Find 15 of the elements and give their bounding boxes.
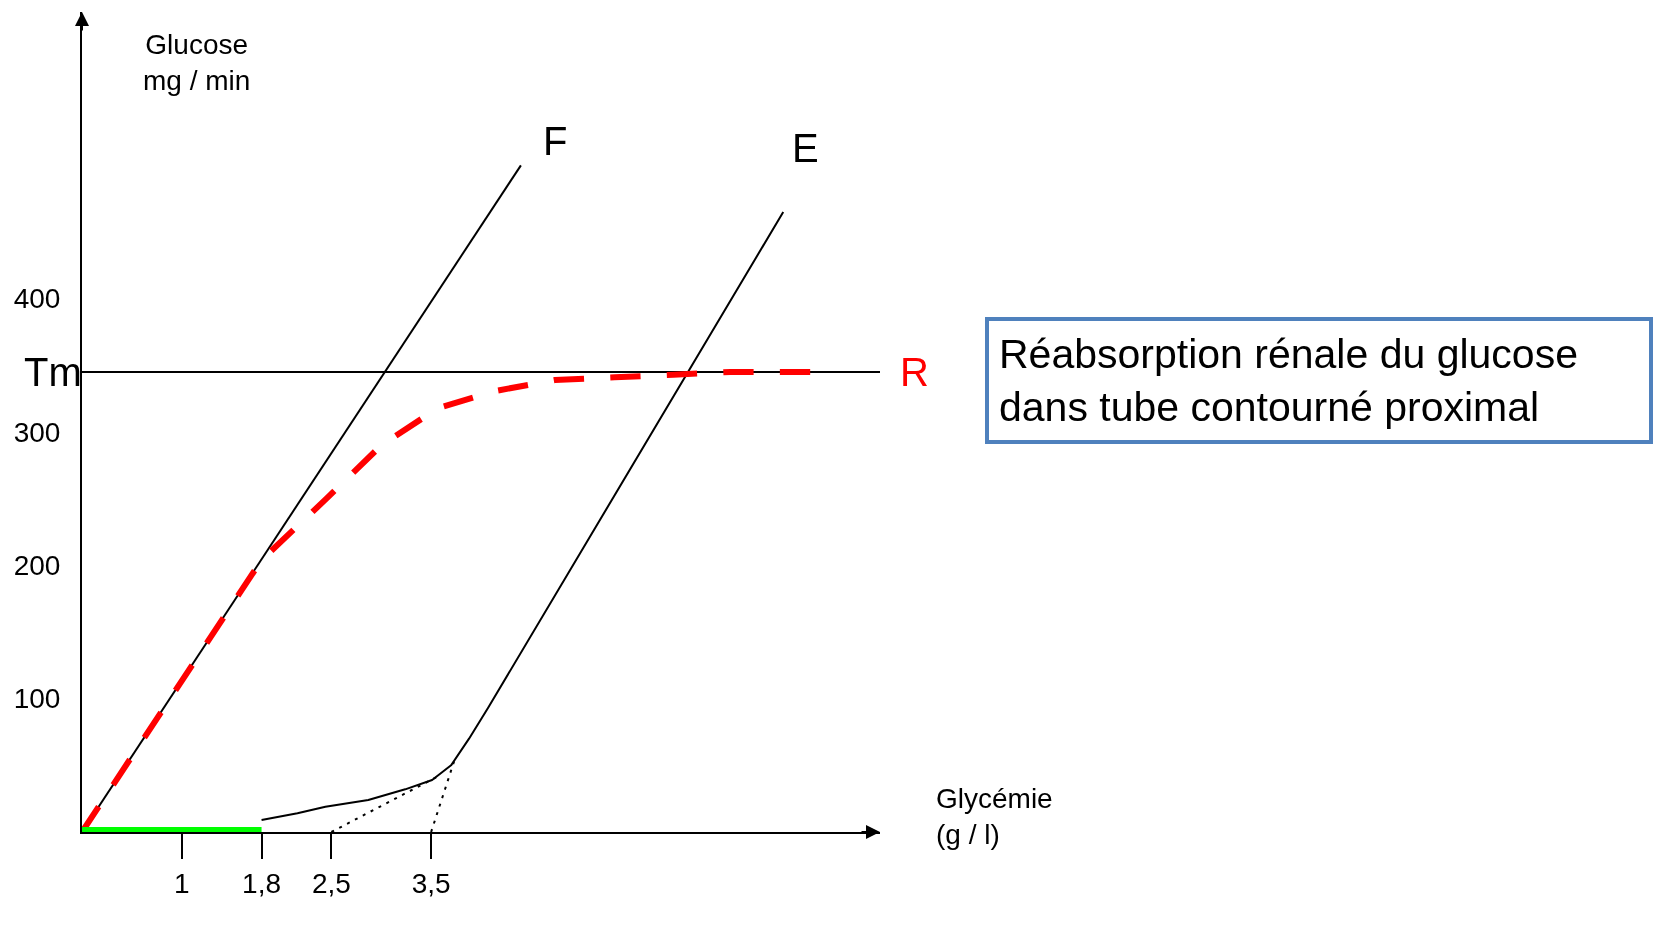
- y-tick-label: 400: [13, 283, 61, 315]
- x-tick-label: 3,5: [411, 867, 451, 899]
- ref-line-label: Tm: [24, 350, 82, 394]
- text: Réabsorption rénale du glucose dans tube contourné proximal: [999, 331, 1578, 431]
- series-label: F: [543, 119, 568, 163]
- x-tick-label: 2,5: [311, 867, 351, 899]
- x-tick-label: 1,8: [242, 867, 282, 899]
- text: R: [900, 350, 929, 394]
- y-tick-label: 300: [13, 416, 61, 448]
- y-tick-label: 100: [13, 683, 61, 715]
- series-label: E: [792, 126, 819, 170]
- y-axis-title: Glucose mg / min: [143, 29, 251, 97]
- x-axis-title: Glycémie (g / l): [936, 783, 1053, 851]
- x-tick-label: 1: [173, 867, 190, 899]
- y-tick-label: 200: [13, 550, 61, 582]
